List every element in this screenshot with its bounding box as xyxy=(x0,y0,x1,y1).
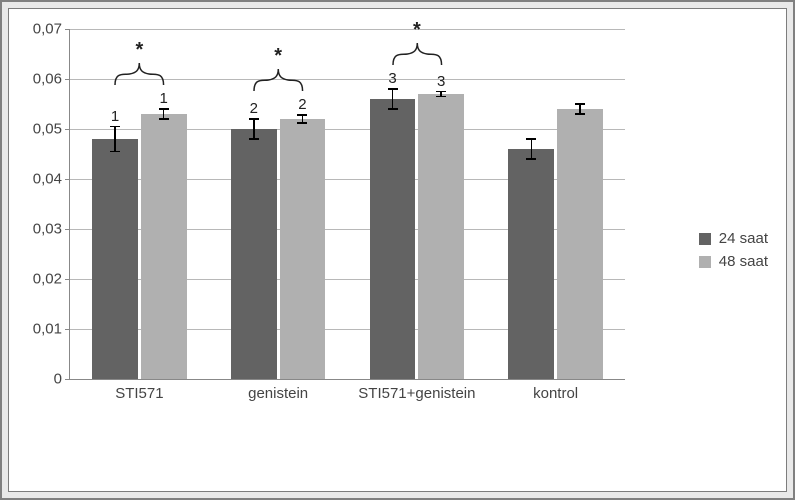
y-tick-label: 0,05 xyxy=(33,121,62,138)
plot-area: 00,010,020,030,040,050,060,07STI57111gen… xyxy=(69,29,625,380)
bar-annotation: 1 xyxy=(159,90,167,107)
error-cap xyxy=(436,96,446,98)
bar xyxy=(370,99,416,379)
legend-item: 24 saat xyxy=(699,230,768,247)
x-tick-label: STI571+genistein xyxy=(358,385,475,402)
error-cap xyxy=(526,158,536,160)
error-cap xyxy=(159,108,169,110)
y-tick-label: 0,07 xyxy=(33,21,62,38)
y-tick-label: 0,02 xyxy=(33,271,62,288)
error-cap xyxy=(159,118,169,120)
error-bar xyxy=(114,127,116,152)
bar xyxy=(231,129,277,379)
outer-frame: 0 0,01 0,02 0,03 0,04 0,05 0,06 0,07 STI571 1 1 gen… xyxy=(0,0,795,500)
bar-annotation: 3 xyxy=(437,73,445,90)
x-tick-label: genistein xyxy=(248,385,308,402)
error-cap xyxy=(110,126,120,128)
legend-swatch-24 xyxy=(699,233,711,245)
bar-annotation: 2 xyxy=(250,100,258,117)
error-cap xyxy=(297,122,307,124)
y-tick-label: 0,06 xyxy=(33,71,62,88)
y-tick-label: 0,03 xyxy=(33,221,62,238)
error-cap xyxy=(436,91,446,93)
bar-annotation: 1 xyxy=(111,108,119,125)
error-bar xyxy=(253,119,255,139)
bar xyxy=(141,114,187,379)
error-cap xyxy=(249,138,259,140)
legend-label-48: 48 saat xyxy=(719,253,768,270)
y-tick-label: 0,04 xyxy=(33,171,62,188)
significance-brace xyxy=(254,69,303,91)
chart-panel: 0 0,01 0,02 0,03 0,04 0,05 0,06 0,07 STI571 1 1 gen… xyxy=(8,8,787,492)
legend-item: 48 saat xyxy=(699,253,768,270)
error-cap xyxy=(110,151,120,153)
legend: 24 saat 48 saat xyxy=(699,224,768,276)
legend-label-24: 24 saat xyxy=(719,230,768,247)
y-tick-label: 0 xyxy=(54,371,62,388)
error-cap xyxy=(297,114,307,116)
bar xyxy=(508,149,554,379)
error-cap xyxy=(575,103,585,105)
y-tick xyxy=(65,279,70,280)
error-cap xyxy=(575,113,585,115)
bar xyxy=(280,119,326,379)
error-cap xyxy=(249,118,259,120)
error-cap xyxy=(388,88,398,90)
significance-star: * xyxy=(135,39,143,62)
bar xyxy=(92,139,138,379)
error-bar xyxy=(392,89,394,109)
bar-annotation: 2 xyxy=(298,96,306,113)
significance-brace xyxy=(115,63,164,85)
significance-star: * xyxy=(413,19,421,42)
y-tick xyxy=(65,329,70,330)
error-cap xyxy=(526,138,536,140)
y-tick xyxy=(65,179,70,180)
bar-annotation: 3 xyxy=(388,70,396,87)
error-cap xyxy=(388,108,398,110)
y-tick xyxy=(65,29,70,30)
y-tick xyxy=(65,379,70,380)
y-tick xyxy=(65,229,70,230)
legend-swatch-48 xyxy=(699,256,711,268)
x-tick-label: STI571 xyxy=(115,385,163,402)
y-tick xyxy=(65,79,70,80)
significance-brace xyxy=(393,43,442,65)
y-tick xyxy=(65,129,70,130)
x-tick-label: kontrol xyxy=(533,385,578,402)
grid-line xyxy=(70,29,625,30)
bar xyxy=(418,94,464,379)
bar xyxy=(557,109,603,379)
significance-star: * xyxy=(274,45,282,68)
y-tick-label: 0,01 xyxy=(33,321,62,338)
error-bar xyxy=(531,139,533,159)
